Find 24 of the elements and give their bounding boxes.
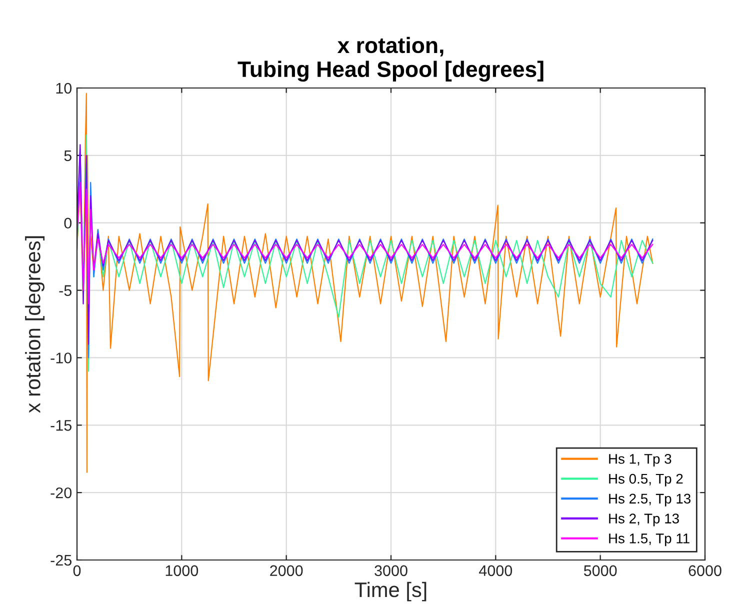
legend-label: Hs 1.5, Tp 11	[609, 534, 690, 546]
x-tick-label: 3000	[374, 565, 408, 576]
x-tick-label: 2000	[270, 565, 303, 576]
y-tick-label: 5	[64, 150, 72, 162]
y-tick-label: 0	[64, 218, 72, 229]
x-tick-label: 5000	[584, 565, 617, 576]
x-tick-label: 4000	[479, 565, 512, 576]
x-axis-title: Time [s]	[354, 582, 426, 602]
y-tick-label: 10	[56, 82, 72, 94]
legend-label: Hs 2, Tp 13	[609, 514, 679, 526]
y-tick-label: -5	[59, 285, 72, 296]
y-tick-label: -15	[50, 420, 72, 431]
x-tick-label: 6000	[688, 565, 722, 576]
line-series	[77, 182, 654, 304]
y-tick-label: -10	[50, 352, 72, 364]
chart-title: x rotation, Tubing Head Spool [degrees]	[238, 36, 544, 82]
legend-label: Hs 2.5, Tp 13	[609, 494, 691, 506]
legend-label: Hs 0.5, Tp 2	[609, 474, 683, 486]
y-tick-label: -20	[50, 487, 72, 498]
y-tick-label: -25	[50, 554, 72, 566]
x-tick-label: 1000	[166, 565, 198, 576]
y-axis-title: x rotation [degrees]	[25, 236, 45, 413]
x-tick-label: 0	[73, 565, 81, 576]
legend-label: Hs 1, Tp 3	[609, 454, 672, 467]
